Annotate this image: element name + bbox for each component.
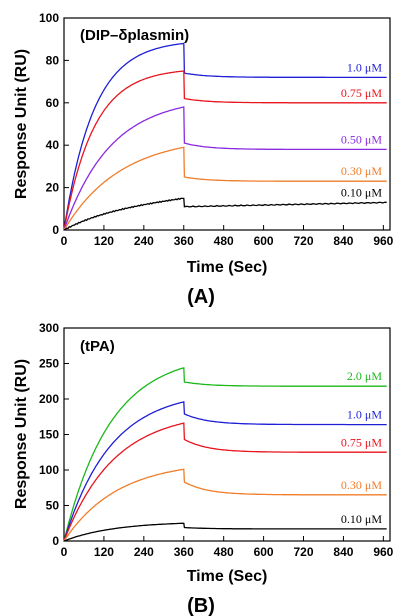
- x-tick-label: 600: [254, 545, 274, 559]
- y-tick-label: 20: [46, 181, 60, 195]
- series-curve: [63, 106, 387, 231]
- x-tick-label: 0: [61, 234, 68, 248]
- panel-title-a: (DIP–δplasmin): [80, 27, 189, 44]
- panel-label-a: (A): [187, 286, 215, 308]
- x-tick-label: 480: [214, 545, 234, 559]
- x-tick-label: 240: [134, 234, 154, 248]
- series-label: 0.75 μM: [341, 435, 382, 449]
- x-axis-label-a: Time (Sec): [187, 259, 268, 276]
- y-tick-label: 0: [52, 223, 59, 237]
- series-label: 2.0 μM: [347, 369, 382, 383]
- series-label: 0.10 μM: [341, 185, 382, 199]
- ticks-b: 0 120 240 360 480 600 720 840 960 0 50 100 150 200 250…: [39, 321, 394, 559]
- y-tick-label: 300: [39, 321, 59, 335]
- panel-label-b: (B): [187, 595, 215, 616]
- y-tick-label: 60: [46, 96, 60, 110]
- panel-b: 0 120 240 360 480 600 720 840 960 0 50 100 150 200 250…: [13, 321, 394, 616]
- series-labels-b: 2.0 μM 1.0 μM 0.75 μM 0.30 μM 0.10 μM: [341, 369, 382, 526]
- series-label: 0.75 μM: [341, 86, 382, 100]
- series-curve: [63, 146, 387, 231]
- series-curve: [63, 70, 387, 231]
- series-label: 1.0 μM: [347, 408, 382, 422]
- x-tick-label: 360: [174, 545, 194, 559]
- x-tick-label: 960: [373, 545, 393, 559]
- x-tick-label: 120: [94, 234, 114, 248]
- y-tick-label: 40: [46, 138, 60, 152]
- y-axis-label-b: Response Unit (RU): [13, 359, 30, 509]
- plot-frame-a: [63, 17, 391, 231]
- series-curve: [63, 522, 387, 542]
- x-tick-label: 840: [333, 545, 353, 559]
- y-tick-label: 250: [39, 357, 59, 371]
- x-tick-label: 360: [174, 234, 194, 248]
- curves-b: [63, 366, 387, 542]
- x-axis-label-b: Time (Sec): [187, 568, 268, 585]
- series-label: 0.30 μM: [341, 478, 382, 492]
- series-label: 0.50 μM: [341, 132, 382, 146]
- series-label: 0.10 μM: [341, 512, 382, 526]
- x-tick-label: 840: [333, 234, 353, 248]
- series-label: 0.30 μM: [341, 164, 382, 178]
- x-tick-label: 600: [254, 234, 274, 248]
- ticks-a: 0 120 240 360 480 600 720 840 960 0 20 40 60 80 100: [39, 11, 394, 248]
- y-tick-label: 0: [52, 534, 59, 548]
- x-tick-label: 120: [94, 545, 114, 559]
- x-tick-label: 0: [61, 545, 68, 559]
- y-tick-label: 100: [39, 11, 59, 25]
- series-curve: [63, 468, 387, 542]
- y-tick-label: 80: [46, 53, 60, 67]
- x-tick-label: 720: [293, 234, 313, 248]
- y-tick-label: 200: [39, 392, 59, 406]
- x-tick-label: 240: [134, 545, 154, 559]
- series-curve: [63, 366, 387, 542]
- curves-a: [63, 42, 387, 231]
- y-tick-label: 100: [39, 463, 59, 477]
- series-labels-a: 1.0 μM 0.75 μM 0.50 μM 0.30 μM 0.10 μM: [341, 60, 382, 199]
- panel-a: 0 120 240 360 480 600 720 840 960 0 20 40 60 80 100 1.…: [13, 11, 394, 308]
- y-axis-label-a: Response Unit (RU): [13, 49, 30, 199]
- series-curve: [63, 400, 387, 542]
- series-curve: [63, 422, 387, 542]
- x-tick-label: 480: [214, 234, 234, 248]
- panel-title-b: (tPA): [80, 338, 115, 355]
- series-curve: [63, 197, 387, 231]
- y-tick-label: 50: [46, 499, 60, 513]
- series-label: 1.0 μM: [347, 60, 382, 74]
- series-curve: [63, 42, 387, 231]
- x-tick-label: 720: [293, 545, 313, 559]
- x-tick-label: 960: [373, 234, 393, 248]
- y-tick-label: 150: [39, 428, 59, 442]
